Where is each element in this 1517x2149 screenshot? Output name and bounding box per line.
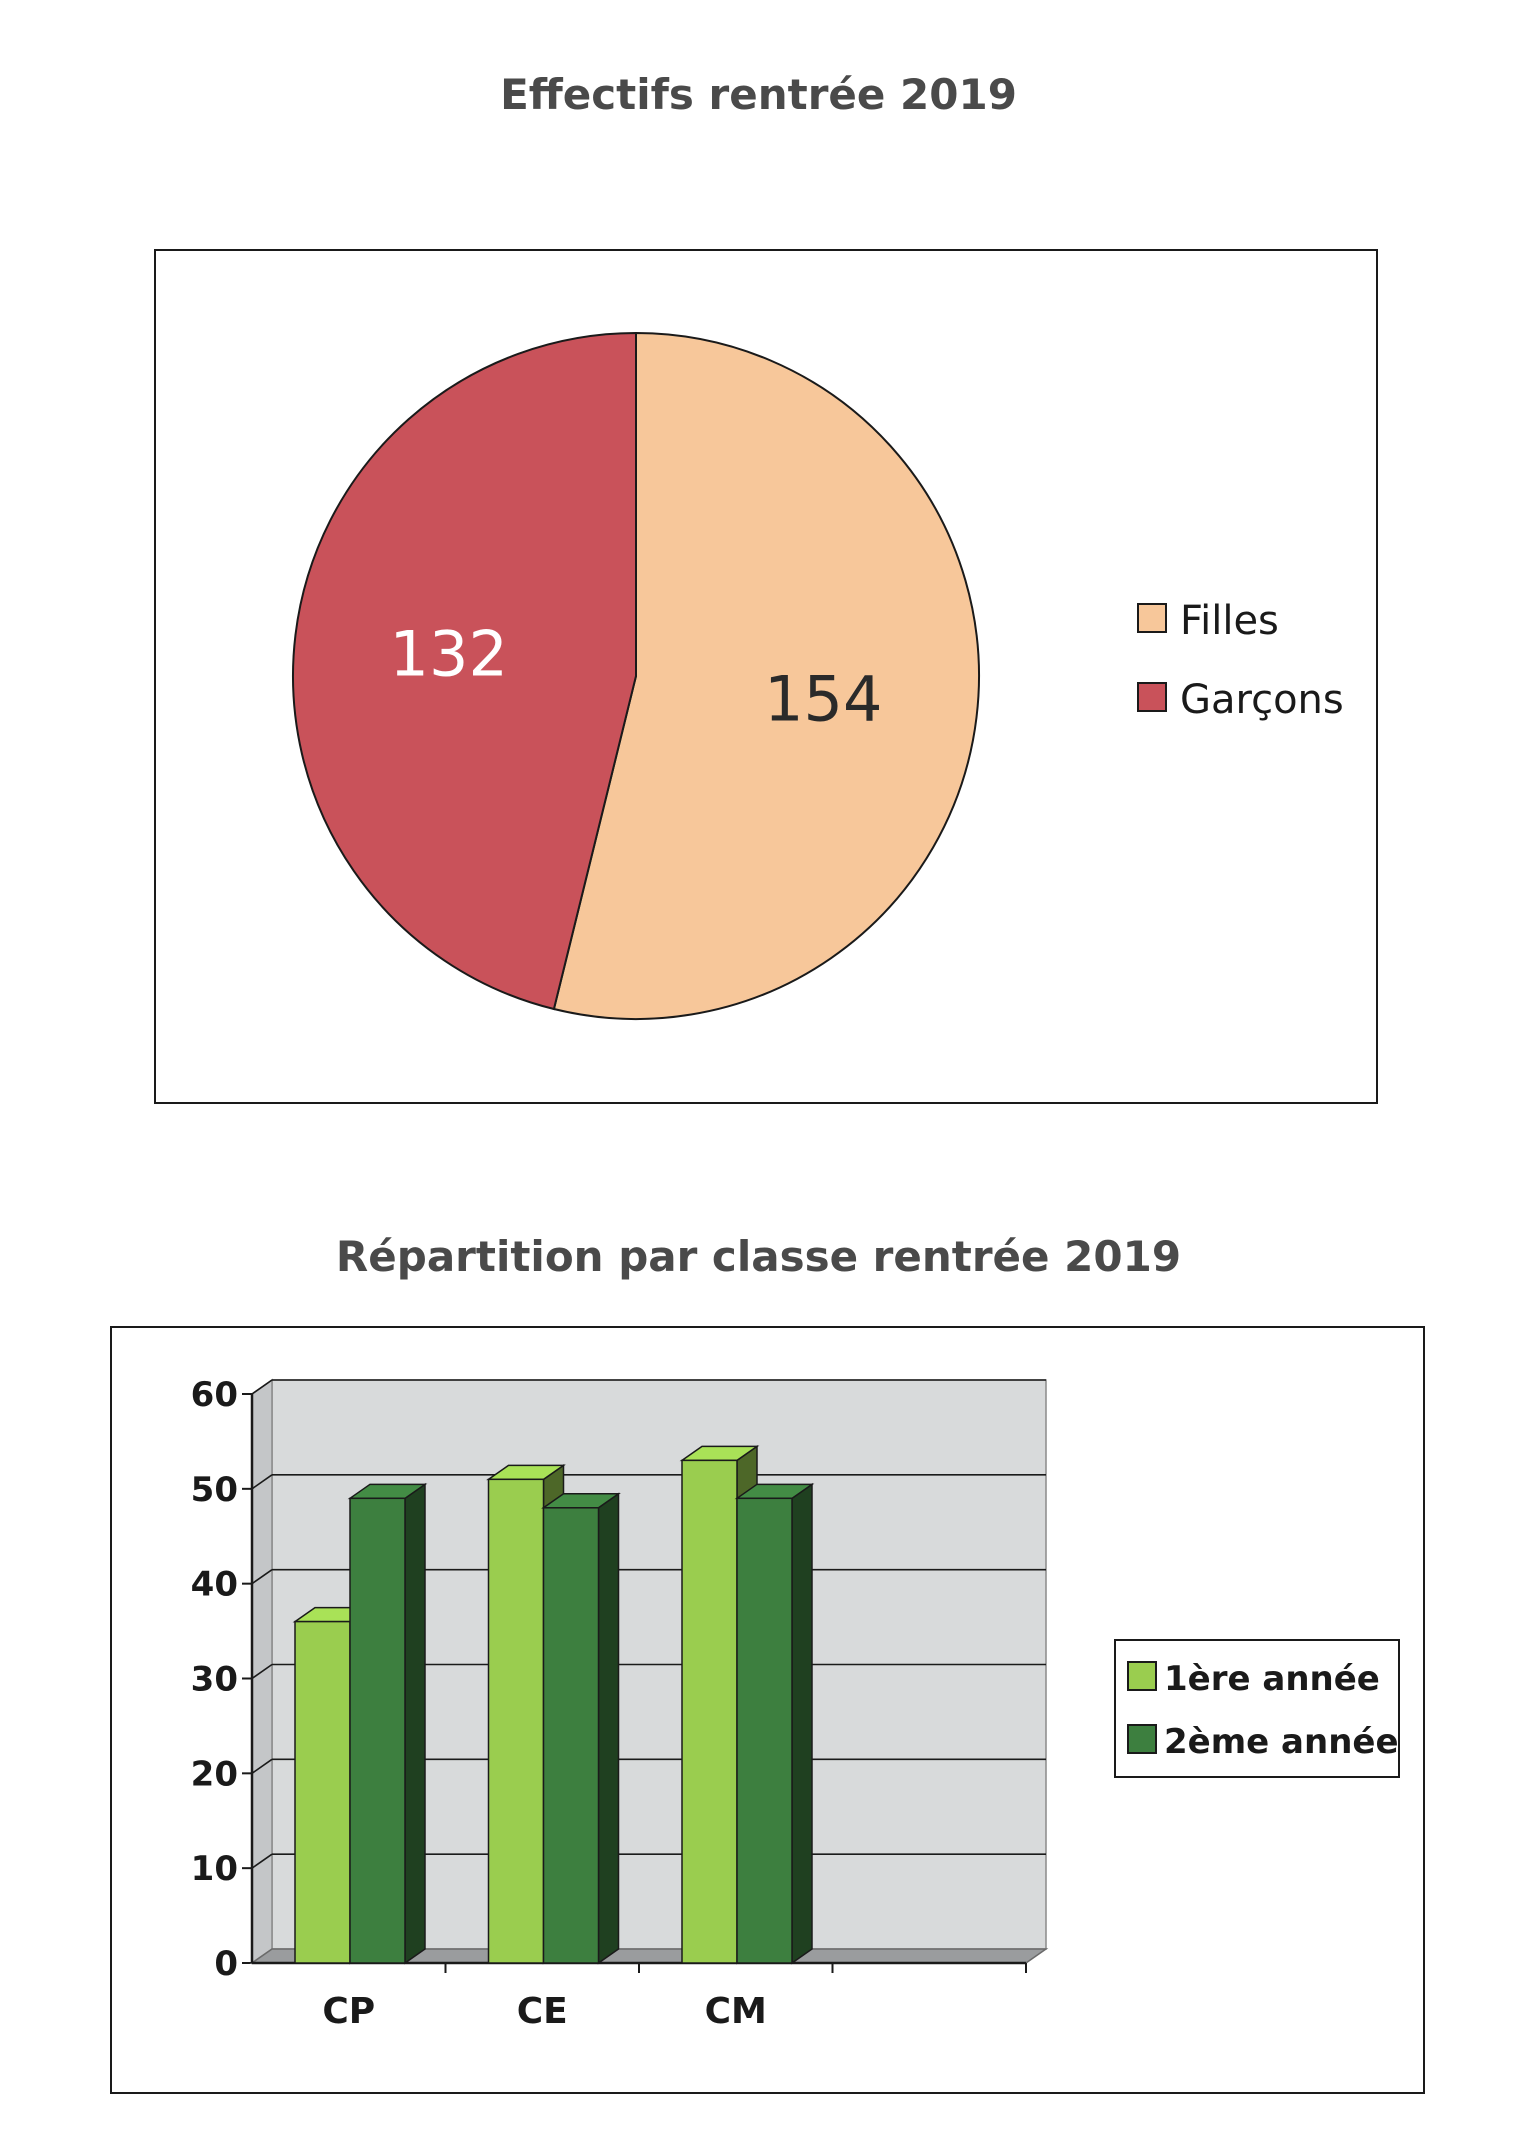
x-tick-label: CM (705, 1991, 767, 2032)
gridline-side (251, 1663, 273, 1680)
x-tick-label: CP (322, 1991, 375, 2032)
legend-label: Filles (1180, 598, 1279, 644)
legend-swatch (1127, 1724, 1157, 1754)
pie-slice-garons (292, 331, 637, 1011)
y-tick-label: 60 (191, 1375, 238, 1415)
bar-chart-title: Répartition par classe rentrée 2019 (335, 1232, 1182, 1281)
legend-swatch (1127, 1661, 1157, 1691)
gridline-side (251, 1379, 273, 1395)
gridline-side (251, 1758, 273, 1774)
legend-label: 1ère année (1164, 1659, 1380, 1699)
bar-cm-series-2 (734, 1482, 815, 1965)
gridline-side (251, 1853, 273, 1869)
gridline-side (251, 1569, 273, 1585)
x-tick-label: CE (517, 1991, 568, 2032)
pie-data-label: 154 (764, 663, 882, 736)
pie-chart-title: Effectifs rentrée 2019 (500, 70, 1017, 119)
bar-cp-series-2 (347, 1482, 428, 1965)
legend-swatch (1137, 603, 1167, 633)
y-tick-label: 30 (191, 1660, 238, 1700)
legend-label: Garçons (1180, 677, 1344, 723)
gridline-side (251, 1474, 273, 1490)
y-tick-label: 40 (191, 1565, 238, 1605)
y-tick-label: 10 (191, 1849, 238, 1889)
pie-slice-filles (552, 331, 980, 1020)
legend-swatch (1137, 682, 1167, 712)
y-tick-label: 20 (191, 1754, 238, 1794)
legend-label: 2ème année (1164, 1722, 1399, 1762)
bar-ce-series-2 (541, 1492, 621, 1965)
y-tick-label: 50 (191, 1470, 238, 1510)
bar-legend-box (1114, 1639, 1400, 1778)
y-tick-label: 0 (214, 1944, 238, 1984)
pie-data-label: 132 (390, 617, 508, 690)
